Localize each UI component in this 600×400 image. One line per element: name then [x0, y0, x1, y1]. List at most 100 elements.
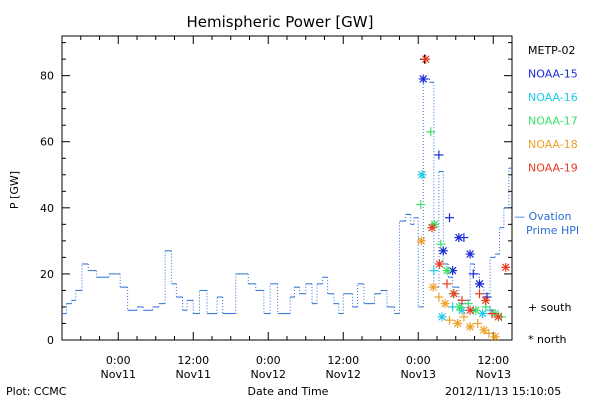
satellite-point-north [453, 318, 463, 328]
satellite-point-south [442, 279, 452, 289]
legend-item: NOAA-17 [528, 115, 578, 128]
satellite-point-north [438, 246, 448, 256]
x-tick-date-label: Nov12 [251, 368, 286, 381]
legend-ovation-line2: Prime HPI [526, 224, 579, 237]
marker-stroke [466, 306, 474, 315]
satellite-point-south [459, 233, 469, 243]
satellite-point-north [428, 282, 438, 292]
satellite-point-south [445, 213, 454, 223]
satellite-point-south [434, 150, 444, 160]
x-tick-label: 0:00 [406, 354, 431, 367]
satellite-point-south [457, 295, 467, 305]
satellite-point-south [468, 269, 478, 279]
y-axis-label: P [GW] [8, 171, 21, 209]
marker-stroke [501, 263, 510, 272]
legend-item: NOAA-19 [528, 162, 578, 175]
satellite-point-north [440, 299, 450, 309]
legend-north-marker: * north [528, 333, 567, 346]
satellite-point-north [437, 312, 447, 322]
plot-source-label: Plot: CCMC [6, 385, 67, 398]
y-tick-label: 40 [40, 202, 54, 215]
satellite-point-south [463, 299, 473, 309]
satellite-point-south [416, 200, 426, 210]
x-tick-label: 0:00 [256, 354, 281, 367]
satellite-point-north [448, 266, 458, 276]
y-tick-label: 60 [40, 136, 54, 149]
legend-item: NOAA-18 [528, 138, 578, 151]
marker-stroke [478, 309, 487, 318]
satellite-point-north [442, 266, 452, 276]
satellite-point-south [475, 289, 484, 299]
satellite-point-north [421, 54, 431, 64]
satellite-point-north [449, 289, 459, 299]
satellite-point-south [426, 127, 436, 137]
marker-stroke [438, 313, 446, 321]
legend-item: METP-02 [528, 44, 576, 57]
chart-title: Hemispheric Power [GW] [187, 13, 374, 31]
satellite-point-north [465, 322, 475, 332]
marker-stroke [494, 313, 503, 321]
x-tick-date-label: Nov13 [476, 368, 511, 381]
x-tick-date-label: Nov11 [101, 368, 136, 381]
satellite-point-north [465, 305, 475, 315]
marker-stroke [428, 223, 436, 232]
satellite-point-south [429, 266, 439, 276]
satellite-point-north [475, 279, 484, 289]
marker-stroke [441, 299, 449, 308]
marker-stroke [418, 170, 426, 179]
marker-stroke [429, 283, 438, 291]
legend: METP-02 NOAA-15 NOAA-16 NOAA-17 NOAA-18 NOAA-… [514, 44, 579, 346]
x-tick-label: 12:00 [327, 354, 359, 367]
x-axis-label: Date and Time [248, 385, 329, 398]
marker-stroke [453, 319, 462, 328]
marker-stroke [466, 250, 474, 258]
marker-stroke [421, 55, 430, 63]
satellite-point-north [481, 295, 491, 305]
x-tick-label: 0:00 [106, 354, 131, 367]
marker-stroke [455, 233, 463, 242]
marker-stroke [439, 246, 448, 255]
legend-item: NOAA-16 [528, 91, 578, 104]
satellite-point-north [435, 259, 444, 269]
marker-stroke [419, 75, 428, 83]
plot-area: 0204060800:00Nov1112:00Nov110:00Nov1212:… [40, 35, 513, 381]
legend-south-marker: + south [528, 301, 571, 314]
satellite-point-north [479, 325, 489, 335]
satellite-point-north [478, 309, 488, 319]
y-tick-label: 20 [40, 268, 54, 281]
x-tick-label: 12:00 [177, 354, 209, 367]
satellite-point-south [434, 292, 444, 302]
x-tick-date-label: Nov13 [401, 368, 436, 381]
marker-stroke [450, 289, 458, 298]
satellite-point-south [459, 312, 469, 322]
marker-stroke [466, 322, 474, 331]
satellite-point-north [416, 236, 426, 246]
satellite-point-north [501, 262, 511, 272]
satellite-point-north [493, 312, 503, 322]
satellite-point-north [427, 223, 437, 233]
plot-frame [61, 35, 513, 341]
marker-stroke [475, 280, 484, 288]
satellite-point-south [436, 239, 446, 249]
plot-timestamp: 2012/11/13 15:10:05 [445, 385, 561, 398]
satellite-point-south [473, 318, 483, 328]
legend-item: NOAA-15 [528, 68, 578, 81]
x-tick-label: 12:00 [477, 354, 509, 367]
marker-stroke [448, 266, 457, 275]
satellite-point-north [490, 332, 500, 342]
legend-ovation-line1: — Ovation [514, 210, 572, 223]
y-tick-label: 0 [47, 334, 54, 347]
marker-stroke [471, 306, 480, 315]
satellite-point-north [418, 74, 428, 84]
satellite-point-north [417, 170, 427, 180]
satellite-point-north [465, 249, 475, 259]
marker-stroke [435, 260, 444, 268]
y-tick-label: 80 [40, 70, 54, 83]
marker-stroke [443, 266, 451, 275]
x-tick-date-label: Nov11 [176, 368, 211, 381]
satellite-point-north [455, 302, 464, 312]
satellite-point-south [445, 315, 454, 325]
marker-stroke [481, 296, 490, 305]
marker-stroke [491, 332, 499, 341]
